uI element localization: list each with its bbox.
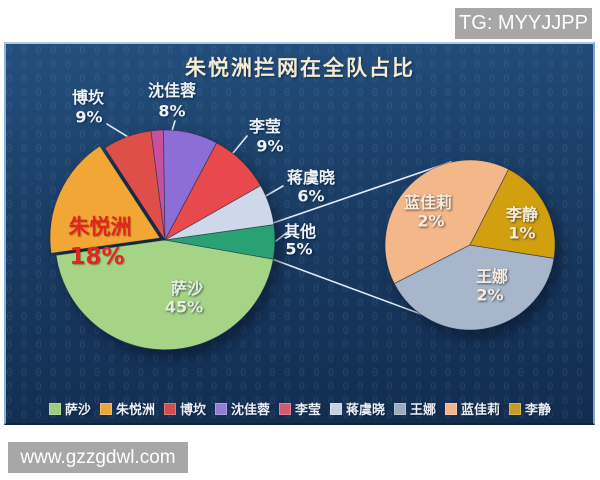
legend-label: 蒋虞晓: [346, 403, 386, 418]
legend-item: 蓝佳莉: [445, 399, 500, 418]
legend-swatch: [99, 402, 112, 415]
chart-title: 朱悦洲拦网在全队占比: [185, 56, 415, 80]
pie-slice-zhuyuezhou: [49, 145, 161, 254]
legend-label: 朱悦洲: [115, 403, 155, 418]
legend-item: 蒋虞晓: [330, 399, 385, 418]
legend-label: 蓝佳莉: [461, 403, 501, 418]
legend-item: 萨沙: [48, 399, 91, 418]
legend-swatch: [214, 402, 227, 415]
legend-swatch: [330, 402, 342, 415]
connector-line: [232, 135, 248, 154]
pie-slice-sasha: [55, 239, 274, 351]
pie-slice-lanjiali: [384, 159, 510, 285]
connector-line: [263, 185, 284, 198]
website-watermark-badge: www.gzzgdwl.com: [8, 442, 188, 473]
pie-slice-qita: [164, 224, 276, 260]
legend-item: 博坎: [163, 399, 206, 418]
legend: 萨沙 朱悦洲 博坎 沈佳蓉 李莹 蒋虞晓 王娜 蓝佳莉 李静: [0, 399, 600, 418]
legend-item: 朱悦洲: [99, 399, 155, 418]
legend-item: 王娜: [394, 399, 436, 418]
legend-label: 李莹: [294, 403, 321, 418]
legend-swatch: [163, 402, 176, 415]
pie-group: [384, 159, 556, 331]
pie-group: [49, 129, 276, 351]
pie-slice-wangna: [393, 244, 555, 331]
legend-swatch: [445, 402, 458, 415]
legend-label: 沈佳蓉: [230, 403, 270, 418]
legend-label: 萨沙: [64, 403, 91, 418]
telegram-watermark-badge: TG: MYYJJPP: [455, 8, 592, 39]
connector-line: [271, 258, 438, 321]
legend-swatch: [509, 402, 522, 415]
legend-label: 王娜: [410, 403, 437, 418]
legend-swatch: [278, 402, 291, 415]
legend-swatch: [48, 402, 61, 415]
legend-item: 李静: [509, 399, 551, 418]
pie-slice-lijing: [469, 168, 556, 259]
connector-line: [275, 230, 290, 242]
legend-item: 李莹: [278, 399, 321, 418]
legend-label: 博坎: [179, 403, 206, 418]
legend-label: 李静: [525, 403, 552, 418]
legend-item: 沈佳蓉: [214, 399, 270, 418]
legend-swatch: [394, 402, 407, 415]
connector-line: [106, 123, 129, 138]
connector-line: [272, 161, 452, 224]
